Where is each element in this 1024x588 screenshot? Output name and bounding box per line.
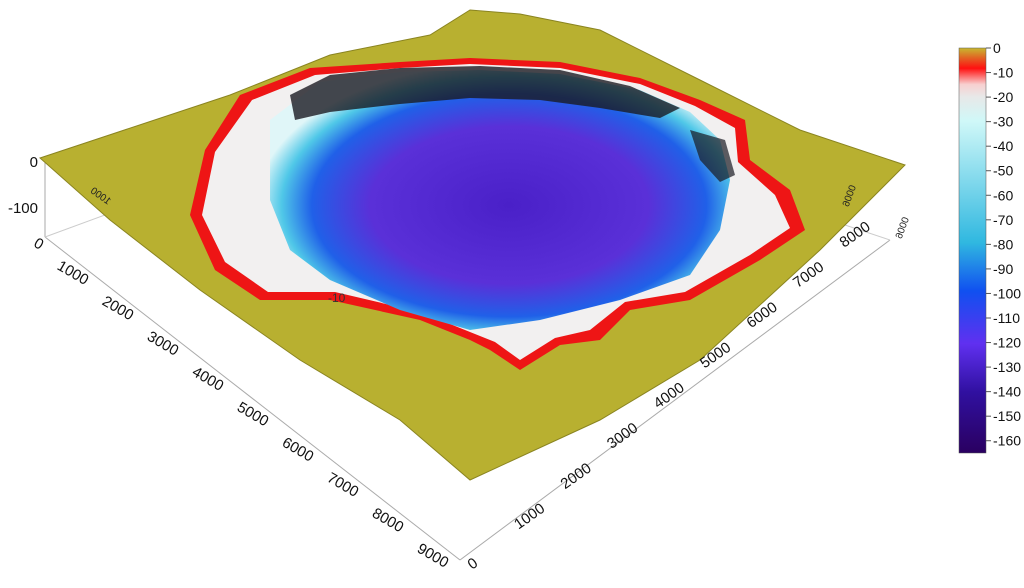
- colorbar-tick-label: -40: [993, 138, 1013, 154]
- x-tick-label: 7000: [324, 469, 361, 500]
- y-tick-label: 1000: [511, 500, 548, 533]
- x-tick-label: 4000: [189, 363, 226, 394]
- lake-surface: [270, 70, 730, 330]
- contour-label: -10: [328, 291, 346, 305]
- colorbar-tick-label: -160: [993, 433, 1021, 449]
- colorbar-tick-label: -50: [993, 163, 1013, 179]
- x-tick-label: 1000: [54, 257, 91, 288]
- x-tick-label: 5000: [234, 399, 271, 430]
- x-tick-label: 2000: [99, 293, 136, 324]
- z-tick-label: -100: [8, 200, 38, 217]
- y-axis-line: [459, 239, 891, 561]
- x-axis-line: [44, 236, 461, 561]
- y-tick-label: 3000: [604, 419, 641, 452]
- dark-shelf: [290, 66, 680, 120]
- x-tick-label: 3000: [144, 328, 181, 359]
- colorbar-tick-label: -20: [993, 89, 1013, 105]
- colorbar-tick-label: -140: [993, 384, 1021, 400]
- colorbar-tick-label: -70: [993, 212, 1013, 228]
- colorbar: [958, 47, 987, 454]
- x-tick-label: 6000: [279, 434, 316, 465]
- x-tick-label: 8000: [369, 505, 406, 536]
- x-tick-label: 0: [31, 235, 47, 254]
- colorbar-tick-label: -110: [993, 310, 1020, 326]
- x-tick-label: 9000: [414, 540, 451, 571]
- y-tick-label: 0: [465, 555, 482, 574]
- colorbar-tick-label: -60: [993, 187, 1013, 203]
- colorbar-tick-label: -80: [993, 236, 1013, 252]
- z-tick-label: 0: [30, 154, 38, 171]
- colorbar-tick-label: -10: [993, 65, 1013, 81]
- colorbar-tick-label: -90: [993, 261, 1013, 277]
- back-axis-label: 9000: [892, 215, 910, 240]
- colorbar-tick-label: -130: [993, 359, 1021, 375]
- colorbar-tick-label: -30: [993, 114, 1013, 130]
- colorbar-tick-label: -100: [993, 285, 1021, 301]
- y-tick-label: 2000: [558, 460, 595, 493]
- dark-shelf-right: [690, 130, 735, 182]
- colorbar-tick-label: 0: [993, 40, 1001, 56]
- colorbar-tick-label: -120: [993, 335, 1021, 351]
- colorbar-tick-label: -150: [993, 408, 1021, 424]
